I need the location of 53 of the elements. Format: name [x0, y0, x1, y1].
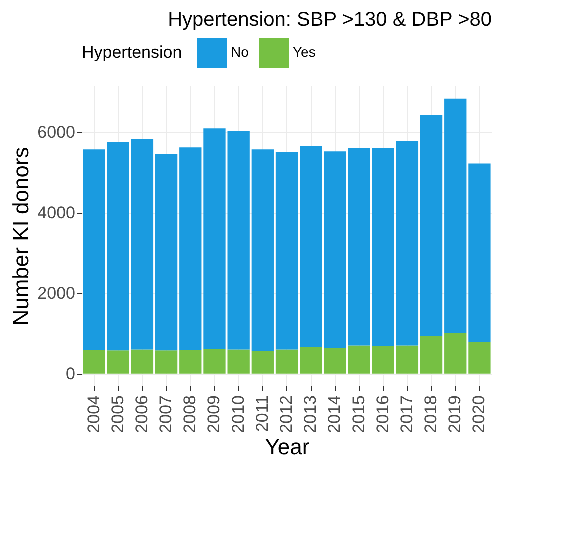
- bar: [107, 142, 130, 351]
- x-tick-label: 2011: [252, 396, 272, 432]
- bar: [396, 346, 419, 374]
- bar: [155, 350, 178, 374]
- x-tick-label: 2006: [132, 396, 152, 434]
- x-tick-label: 2005: [108, 396, 128, 434]
- x-tick-label: 2015: [349, 396, 368, 434]
- x-tick-label: 2012: [277, 396, 296, 434]
- bar: [420, 336, 443, 374]
- y-axis-title: Number KI donors: [8, 147, 34, 326]
- bar: [372, 346, 394, 374]
- bar: [180, 148, 202, 350]
- legend-label: No: [231, 44, 250, 60]
- x-tick-label: 2018: [422, 396, 441, 434]
- bar: [252, 150, 274, 351]
- x-tick-label: 2017: [397, 396, 416, 434]
- bar: [131, 140, 154, 350]
- y-tick-label: 6000: [38, 122, 76, 142]
- x-tick-label: 2010: [228, 396, 248, 434]
- bar: [444, 333, 467, 374]
- bar: [83, 350, 106, 374]
- bar: [180, 350, 202, 374]
- x-tick-label: 2004: [84, 396, 104, 434]
- bar: [300, 146, 322, 348]
- x-tick-label: 2013: [301, 396, 320, 434]
- bar: [252, 350, 274, 374]
- legend-label: Yes: [293, 44, 316, 60]
- bar: [276, 350, 298, 374]
- bar: [276, 152, 298, 350]
- x-tick-label: 2009: [204, 396, 224, 434]
- chart-title: Hypertension: SBP >130 & DBP >80: [168, 9, 492, 31]
- y-tick-label: 2000: [38, 284, 76, 303]
- bar: [300, 347, 322, 374]
- x-tick-label: 2008: [180, 396, 200, 434]
- x-tick-label: 2014: [325, 396, 344, 434]
- x-tick-label: 2007: [156, 396, 176, 434]
- x-tick-label: 2016: [373, 396, 392, 434]
- x-axis-title: Year: [265, 434, 310, 460]
- bar: [444, 98, 467, 334]
- bar: [468, 342, 491, 374]
- bar: [107, 350, 130, 374]
- bar: [372, 148, 394, 346]
- x-tick-label: 2019: [446, 396, 465, 434]
- bar: [396, 141, 419, 346]
- y-tick-label: 4000: [38, 203, 76, 222]
- bar: [83, 150, 106, 350]
- y-tick-label: 0: [66, 364, 76, 384]
- legend-title: Hypertension: [82, 43, 182, 62]
- x-tick-label: 2020: [470, 396, 489, 434]
- bar: [155, 154, 178, 351]
- bar: [131, 350, 154, 374]
- bar: [468, 164, 491, 342]
- bar: [420, 114, 443, 336]
